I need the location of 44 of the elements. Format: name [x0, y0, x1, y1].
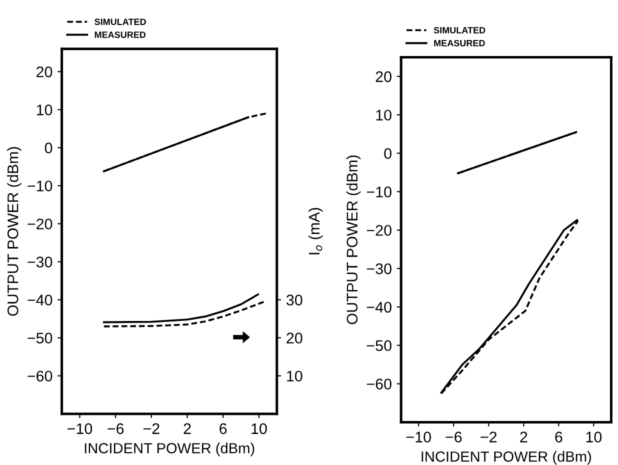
y-tick-label: −50	[28, 332, 52, 344]
x-tick-label: −10	[68, 423, 92, 434]
y2-axis-title: I$_{o}$ (mA)	[308, 208, 323, 254]
x-tick-label: −2	[480, 432, 497, 442]
y-tick-label: −40	[366, 302, 392, 313]
x-tick-label: −10	[406, 432, 431, 442]
y-tick-label: −20	[28, 218, 52, 230]
y-tick-label: −30	[28, 256, 52, 268]
y2-tick-label: 20	[286, 332, 302, 344]
y-tick-label: 20	[36, 66, 52, 78]
x-axis-title: INCIDENT POWER (dBm)	[422, 451, 591, 465]
legend-label: SIMULATED	[434, 27, 486, 34]
y-tick-label: 10	[36, 104, 52, 116]
y-tick-label: 10	[376, 110, 392, 121]
legend-label: MEASURED	[94, 32, 146, 38]
x-tick-label: 10	[252, 423, 267, 434]
y-tick-label: −20	[366, 224, 392, 236]
x-tick-label: 6	[555, 432, 562, 442]
legend-label: MEASURED	[434, 40, 485, 46]
y-tick-label: −40	[28, 294, 52, 306]
y-tick-label: −10	[366, 186, 392, 198]
x-tick-label: −6	[108, 423, 124, 434]
x-axis-title: INCIDENT POWER (dBm)	[84, 442, 254, 456]
x-tick-label: 2	[520, 432, 528, 442]
line-series	[102, 300, 266, 328]
y-tick-label: 0	[384, 148, 392, 159]
x-tick-label: −6	[446, 432, 462, 442]
y-tick-label: −60	[28, 370, 52, 382]
y-tick-label: 20	[376, 71, 392, 82]
x-tick-label: 6	[220, 423, 227, 434]
y-tick-label: −30	[366, 263, 392, 274]
y-tick-label: −10	[28, 180, 52, 192]
x-tick-label: 10	[586, 432, 602, 442]
line-series	[102, 293, 260, 324]
y2-tick-label: 30	[286, 294, 302, 306]
x-tick-label: −2	[143, 423, 160, 434]
y-axis-title: OUTPUT POWER (dBm)	[7, 147, 22, 316]
x-tick-label: 2	[184, 423, 191, 434]
y-axis-title: OUTPUT POWER (dBm)	[346, 155, 361, 324]
y2-tick-label: 10	[287, 370, 302, 382]
y-tick-label: 0	[44, 142, 52, 154]
y-tick-label: −60	[366, 378, 392, 390]
y-tick-label: −50	[366, 340, 392, 352]
legend-label: SIMULATED	[94, 18, 146, 26]
